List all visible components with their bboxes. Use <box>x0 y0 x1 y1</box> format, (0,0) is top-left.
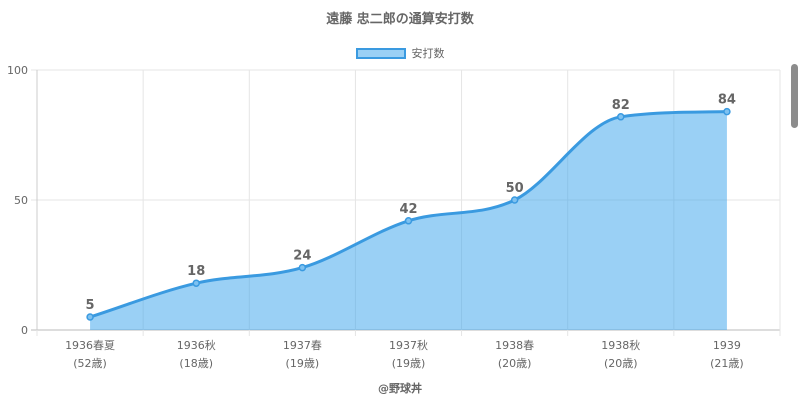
data-point <box>510 196 519 204</box>
y-tick-label: 100 <box>7 64 28 77</box>
series-area <box>90 111 727 330</box>
y-tick-label: 50 <box>14 194 28 207</box>
data-label: 82 <box>612 98 630 113</box>
data-label: 5 <box>86 298 95 313</box>
chart-title: 遠藤 忠二郎の通算安打数 <box>326 12 474 27</box>
data-point <box>617 113 625 121</box>
data-point <box>86 313 94 321</box>
data-point <box>404 217 413 225</box>
y-tick-label: 0 <box>21 324 28 337</box>
legend-swatch <box>355 47 406 59</box>
legend[interactable]: 安打数 <box>0 45 800 61</box>
x-tick-sublabel: (18歳) <box>179 357 213 370</box>
x-tick-sublabel: (52歳) <box>73 357 107 370</box>
data-label: 50 <box>506 181 524 196</box>
data-label: 42 <box>399 202 417 217</box>
x-tick-sublabel: (21歳) <box>710 357 744 370</box>
x-tick-label: 1937春 <box>283 339 322 352</box>
x-tick-sublabel: (20歳) <box>604 357 638 370</box>
data-point <box>723 107 731 116</box>
data-point <box>192 279 200 287</box>
x-tick-label: 1936秋 <box>177 338 216 352</box>
x-tick-sublabel: (20歳) <box>498 357 532 370</box>
scrollbar-thumb[interactable] <box>791 64 798 128</box>
x-tick-label: 1938春 <box>495 339 534 352</box>
legend-label: 安打数 <box>411 47 445 60</box>
x-tick-sublabel: (19歳) <box>286 357 320 370</box>
x-tick-label: 1938秋 <box>601 338 640 352</box>
x-tick-label: 1936春夏 <box>65 339 115 352</box>
data-point <box>298 263 307 272</box>
data-label: 18 <box>187 264 205 279</box>
x-tick-label: 1937秋 <box>389 338 428 352</box>
footer-credit: @野球丼 <box>378 382 422 395</box>
data-label: 24 <box>293 249 311 264</box>
x-tick-label: 1939 <box>713 339 741 352</box>
x-tick-sublabel: (19歳) <box>392 357 426 370</box>
data-label: 84 <box>718 93 736 108</box>
